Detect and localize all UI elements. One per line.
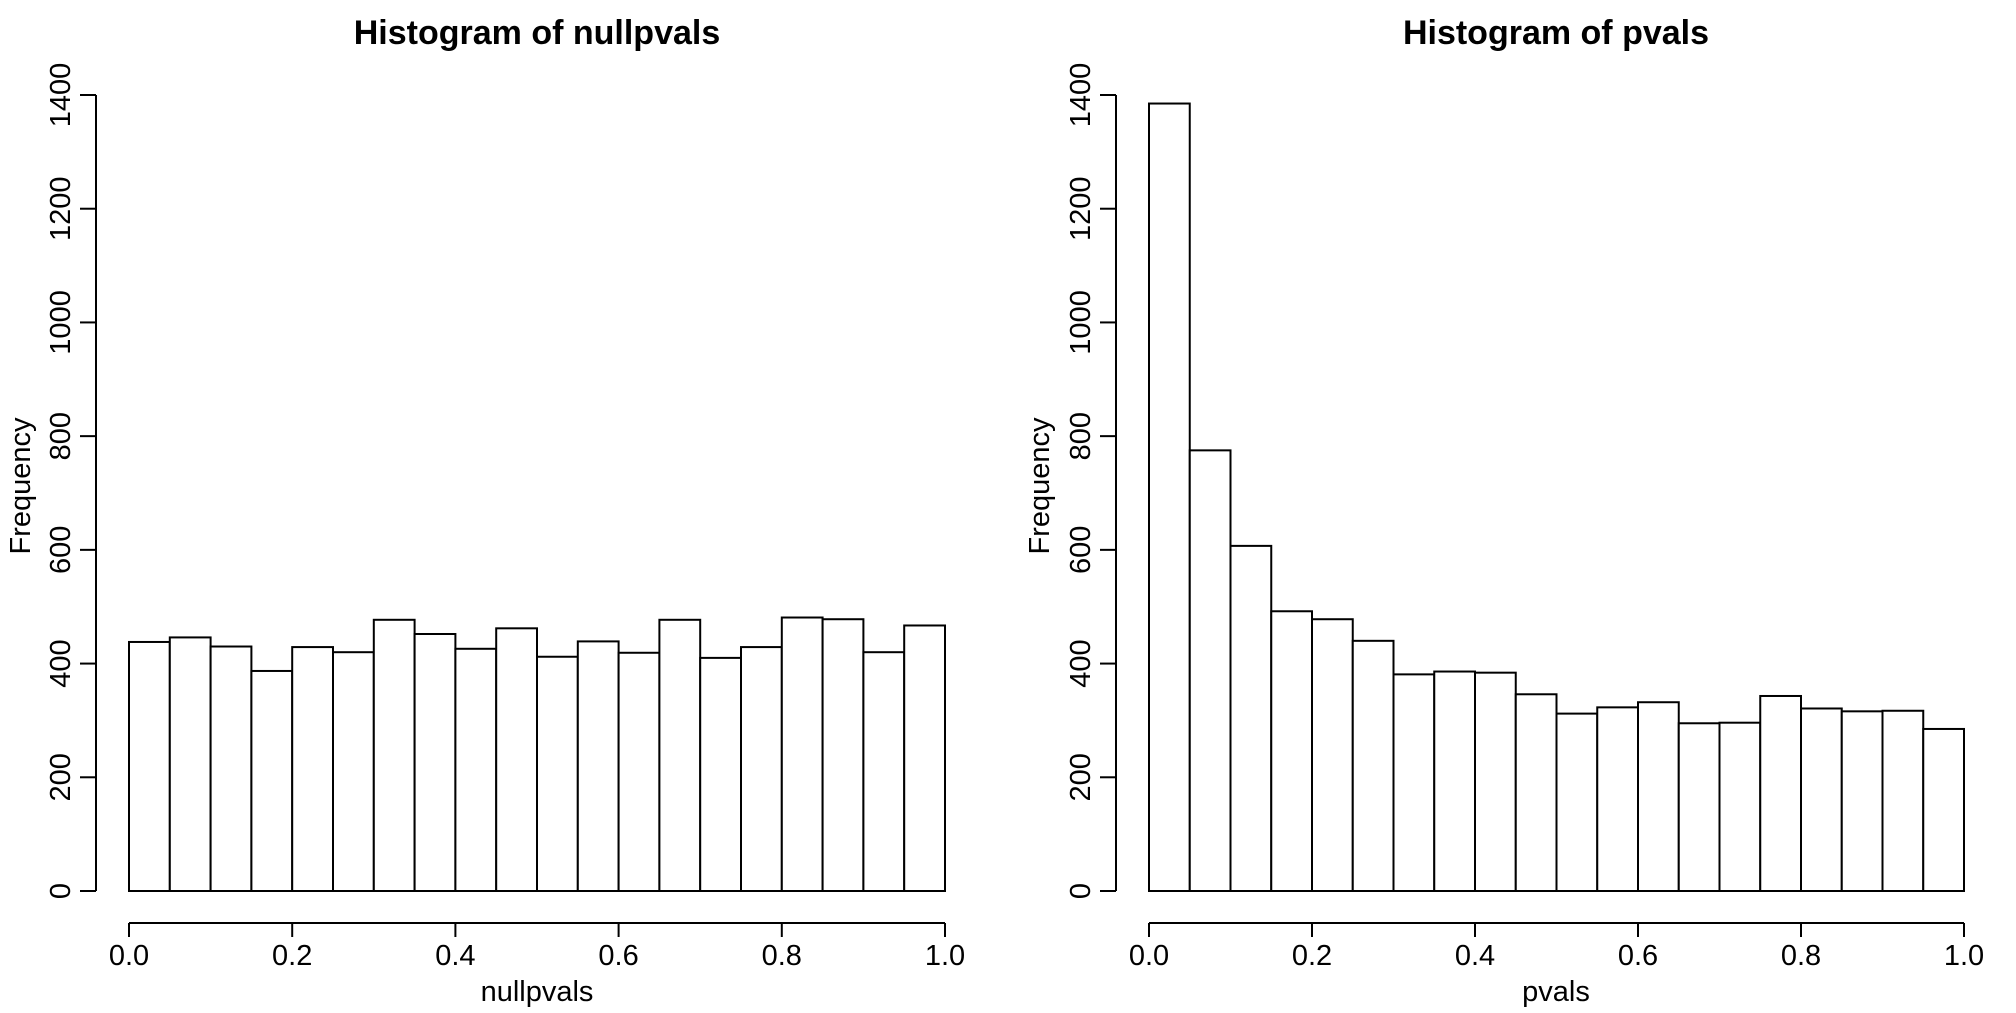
histogram-bar (372, 618, 416, 892)
y-tick-label: 400 (1065, 639, 1097, 687)
histogram-bar (1229, 544, 1273, 892)
histogram-bar (1148, 102, 1191, 893)
y-tick-label: 400 (45, 639, 77, 687)
histogram-bar (821, 618, 865, 892)
histogram-bar (1922, 727, 1965, 893)
x-tick-label: 0.2 (1292, 940, 1332, 972)
histogram-bar (209, 645, 253, 892)
histogram-bar (699, 656, 743, 893)
histogram-bar (291, 646, 335, 893)
y-tick-label: 1000 (45, 290, 77, 355)
y-tick-label: 1200 (45, 176, 77, 241)
histogram-bar (495, 627, 539, 892)
y-axis-label: Frequency (5, 417, 37, 555)
histogram-bar (1474, 671, 1517, 892)
histogram-bar (332, 651, 375, 893)
x-tick-label: 1.0 (1944, 940, 1984, 972)
x-tick-label: 0.4 (435, 940, 475, 972)
y-tick-label: 1400 (1065, 63, 1097, 128)
histogram-bar (1555, 712, 1599, 892)
histogram-bar (576, 640, 620, 893)
histogram-bar (658, 618, 702, 892)
histogram-bar (1270, 610, 1313, 893)
y-tick-label: 0 (1065, 883, 1097, 899)
histogram-bar (1392, 673, 1436, 892)
y-tick-label: 200 (45, 753, 77, 801)
y-tick-label: 1400 (45, 63, 77, 128)
x-tick-label: 0.0 (1129, 940, 1169, 972)
histogram-bar (128, 640, 171, 892)
histogram-panel-1: 0.0 0.2 0.4 0.6 0.8 1.0 0 200 400 600 800 1000 1200 1… (5, 14, 965, 1008)
histogram-bar (1514, 693, 1558, 892)
x-tick-label: 1.0 (925, 940, 965, 972)
chart-title: Histogram of nullpvals (354, 14, 721, 52)
x-axis-label: pvals (1522, 976, 1590, 1008)
x-axis-label: nullpvals (481, 976, 594, 1008)
histogram-bar (168, 636, 212, 892)
y-tick-label: 800 (45, 412, 77, 460)
histogram-bar (1718, 721, 1762, 893)
histogram-bar (780, 616, 824, 892)
histogram-bar (413, 633, 457, 893)
x-tick-label: 0.2 (272, 940, 312, 972)
histogram-bar (454, 647, 498, 892)
histogram-bar (536, 655, 579, 893)
y-tick-label: 1000 (1065, 290, 1097, 355)
y-tick-label: 0 (45, 883, 77, 899)
x-tick-label: 0.8 (1781, 940, 1821, 972)
y-tick-label: 200 (1065, 753, 1097, 801)
chart-title: Histogram of pvals (1403, 14, 1709, 52)
histogram-bar (740, 646, 783, 893)
x-tick-label: 0.0 (109, 940, 149, 972)
histogram-bar (1433, 670, 1476, 892)
x-tick-label: 0.4 (1455, 940, 1495, 972)
histogram-bar (250, 669, 294, 892)
histogram-bar (1637, 701, 1680, 893)
histogram-panel-2: 0.0 0.2 0.4 0.6 0.8 1.0 0 200 400 600 800 1000 1200 1… (1024, 14, 1984, 1008)
histogram-bar (1596, 706, 1639, 893)
histogram-bar (1840, 710, 1884, 892)
histogram-bar (617, 651, 661, 892)
histogram-bar (1800, 707, 1843, 893)
x-tick-label: 0.6 (1618, 940, 1658, 972)
y-tick-label: 600 (1065, 526, 1097, 574)
histogram-bar (1881, 709, 1925, 893)
histogram-bar (903, 624, 947, 893)
histogram-bar (862, 651, 906, 893)
histogram-bar (1759, 694, 1802, 892)
histogram-bar (1311, 618, 1354, 892)
y-tick-label: 1200 (1065, 176, 1097, 241)
y-axis-label: Frequency (1024, 417, 1056, 555)
histogram-bar (1677, 722, 1721, 892)
histogram-bar (1351, 639, 1395, 892)
y-tick-label: 800 (1065, 412, 1097, 460)
x-tick-label: 0.8 (762, 940, 802, 972)
x-tick-label: 0.6 (598, 940, 638, 972)
y-tick-label: 600 (45, 526, 77, 574)
histogram-bar (1188, 449, 1232, 892)
